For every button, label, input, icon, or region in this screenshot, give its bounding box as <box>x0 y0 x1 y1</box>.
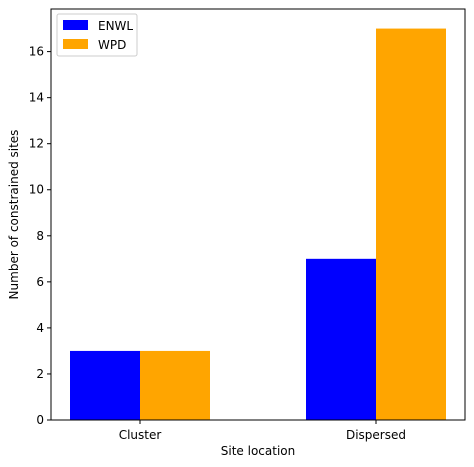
legend-label-wpd: WPD <box>98 38 126 52</box>
x-tick-label-dispersed: Dispersed <box>346 428 406 442</box>
y-tick-label-6: 6 <box>36 275 44 289</box>
legend-label-enwl: ENWL <box>98 19 133 33</box>
y-tick-label-0: 0 <box>36 413 44 427</box>
bar-enwl-dispersed <box>306 258 376 420</box>
y-tick-label-16: 16 <box>29 45 44 59</box>
x-axis-label: Site location <box>221 444 295 458</box>
bars-layer <box>70 28 446 420</box>
y-tick-label-2: 2 <box>36 367 44 381</box>
y-axis-label: Number of constrained sites <box>7 130 21 300</box>
bar-wpd-cluster <box>140 350 210 420</box>
legend: ENWL WPD <box>56 13 138 57</box>
y-tick-label-8: 8 <box>36 229 44 243</box>
y-tick-label-14: 14 <box>29 91 44 105</box>
bar-enwl-cluster <box>70 350 140 420</box>
y-tick-label-12: 12 <box>29 137 44 151</box>
y-tick-label-4: 4 <box>36 321 44 335</box>
legend-swatch-wpd <box>63 39 88 49</box>
x-tick-label-cluster: Cluster <box>119 428 162 442</box>
x-axis: Cluster Dispersed <box>119 420 406 442</box>
bar-wpd-dispersed <box>376 28 446 420</box>
plot-frame <box>50 8 466 421</box>
y-axis: 0 2 4 6 8 10 12 14 16 <box>29 45 51 427</box>
y-tick-label-10: 10 <box>29 183 44 197</box>
legend-swatch-enwl <box>63 20 88 30</box>
